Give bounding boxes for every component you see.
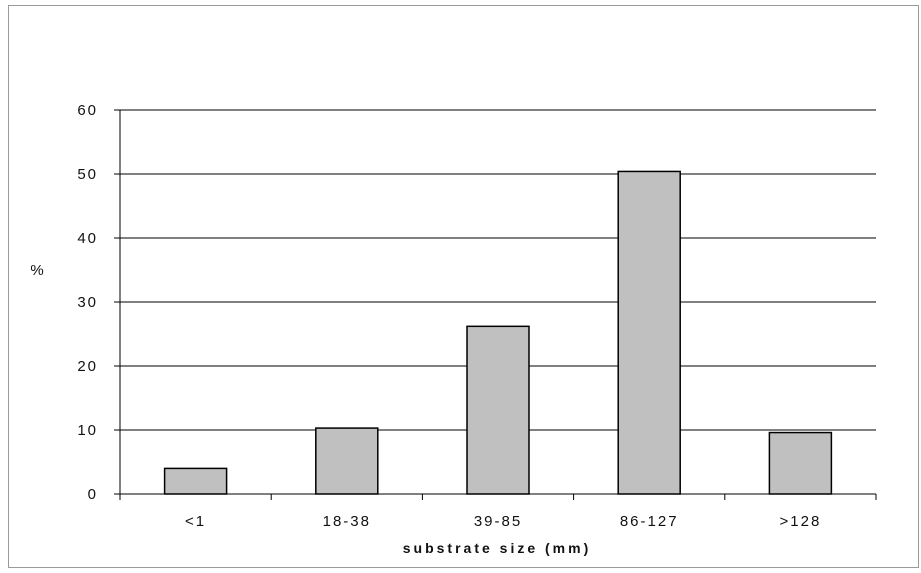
x-tick-labels: <1 18-38 39-85 86-127 >128 xyxy=(185,513,822,530)
x-tick-label: 18-38 xyxy=(323,513,371,530)
gridlines xyxy=(120,109,876,431)
x-tick-label: <1 xyxy=(185,513,206,530)
x-axis-title: substrate size (mm) xyxy=(403,540,591,556)
bars xyxy=(163,170,833,495)
x-tick-label: 86-127 xyxy=(620,513,679,530)
y-tick-label: 50 xyxy=(77,166,98,183)
y-tick-label: 30 xyxy=(77,294,98,311)
y-tick-label: 40 xyxy=(77,230,98,247)
x-tick-label: 39-85 xyxy=(474,513,522,530)
axes xyxy=(114,109,877,500)
chart-frame xyxy=(8,5,919,568)
y-axis-title: % xyxy=(30,262,43,279)
y-tick-label: 20 xyxy=(77,358,98,375)
bar-0 xyxy=(163,467,228,495)
bar-2 xyxy=(466,325,530,495)
y-tick-label: 0 xyxy=(88,486,98,503)
y-tick-label: 60 xyxy=(77,102,98,119)
bar-1 xyxy=(315,427,379,495)
x-tick-label: >128 xyxy=(780,513,822,530)
y-tick-labels: 0 10 20 30 40 50 60 xyxy=(77,102,98,503)
bar-3 xyxy=(617,170,681,495)
bar-4 xyxy=(768,431,833,495)
y-tick-label: 10 xyxy=(77,422,98,439)
